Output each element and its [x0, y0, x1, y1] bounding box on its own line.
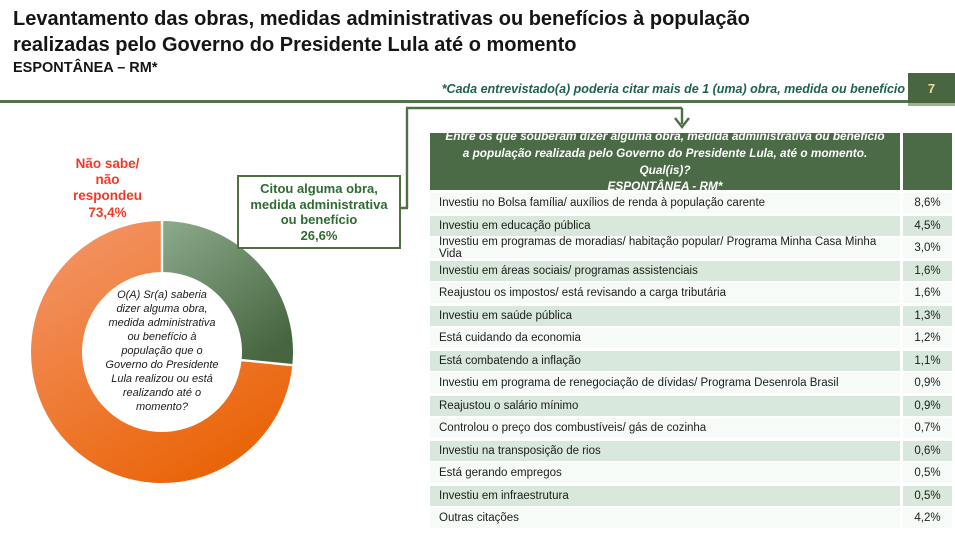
table-row-label: Outras citações [430, 508, 900, 528]
table-row-label: Investiu em educação pública [430, 215, 900, 236]
table-row-value: 1,6% [903, 260, 952, 281]
callout-arrow-connector [396, 106, 690, 210]
table-row-label: Investiu em programa de renegociação de … [430, 373, 900, 393]
no-answer-label: Não sabe/ não respondeu 73,4% [72, 156, 142, 220]
donut-chart [31, 219, 294, 483]
table-row-value: 0,9% [903, 395, 952, 416]
table-row-label: Investiu na transposição de rios [430, 440, 900, 461]
table-row: Outras citações 4,2% [430, 508, 952, 528]
table-row-value: 0,7% [903, 418, 952, 438]
table-row: Investiu em infraestrutura 0,5% [430, 485, 952, 506]
table-row: Reajustou o salário mínimo 0,9% [430, 395, 952, 416]
page-number-badge: 7 [908, 73, 955, 103]
table-row-value: 4,5% [903, 215, 952, 236]
table-row-value: 0,5% [903, 485, 952, 506]
table-row: Investiu no Bolsa família/ auxílios de r… [430, 193, 952, 213]
table-row-label: Controlou o preço dos combustíveis/ gás … [430, 418, 900, 438]
table-row: Investiu em educação pública 4,5% [430, 215, 952, 236]
table-row: Está cuidando da economia 1,2% [430, 328, 952, 348]
table-row-value: 0,5% [903, 463, 952, 483]
table-row-value: 8,6% [903, 193, 952, 213]
header-divider-light [908, 103, 955, 106]
donut-center-question: O(A) Sr(a) saberia dizer alguma obra, me… [105, 289, 219, 413]
table-header-title: Entre os que souberam dizer alguma obra,… [430, 129, 900, 193]
table-row-value: 1,1% [903, 350, 952, 371]
table-header: Entre os que souberam dizer alguma obra,… [430, 129, 952, 193]
table-row-value: 3,0% [903, 238, 952, 258]
table-row-label: Investiu em áreas sociais/ programas ass… [430, 260, 900, 281]
table-row-value: 0,6% [903, 440, 952, 461]
table-row-label: Investiu em saúde pública [430, 305, 900, 326]
donut-slice-no-answer [31, 221, 293, 483]
table-row: Controlou o preço dos combustíveis/ gás … [430, 418, 952, 438]
footnote: *Cada entrevistado(a) poderia citar mais… [441, 82, 905, 96]
table-row: Investiu em saúde pública 1,3% [430, 305, 952, 326]
table-row-label: Investiu em infraestrutura [430, 485, 900, 506]
page-subtitle: ESPONTÂNEA – RM* [13, 60, 158, 76]
arrow-down-icon [674, 117, 690, 129]
table-row: Está gerando empregos 0,5% [430, 463, 952, 483]
table-row: Investiu na transposição de rios 0,6% [430, 440, 952, 461]
donut-slice-cited [162, 221, 294, 366]
table-row-value: 1,6% [903, 283, 952, 303]
table-row-label: Está gerando empregos [430, 463, 900, 483]
connector-line [396, 106, 684, 210]
table-row-value: 1,2% [903, 328, 952, 348]
page-title-line1: Levantamento das obras, medidas administ… [13, 8, 750, 30]
table-row: Está combatendo a inflação 1,1% [430, 350, 952, 371]
header-divider [0, 100, 908, 103]
table-row-label: Está combatendo a inflação [430, 350, 900, 371]
table-row-label: Está cuidando da economia [430, 328, 900, 348]
slice-separator [239, 358, 294, 367]
page-title-line2: realizadas pelo Governo do Presidente Lu… [13, 34, 577, 56]
citations-table: Entre os que souberam dizer alguma obra,… [430, 129, 952, 531]
table-row-label: Reajustou o salário mínimo [430, 395, 900, 416]
table-row-label: Reajustou os impostos/ está revisando a … [430, 283, 900, 303]
table-row: Investiu em programa de renegociação de … [430, 373, 952, 393]
cited-callout-box: Citou alguma obra, medida administrativa… [237, 175, 401, 250]
table-header-value-cell [903, 133, 952, 190]
table-row-label: Investiu em programas de moradias/ habit… [430, 236, 900, 260]
table-row-value: 1,3% [903, 305, 952, 326]
table-row: Reajustou os impostos/ está revisando a … [430, 283, 952, 303]
table-row-label: Investiu no Bolsa família/ auxílios de r… [430, 193, 900, 213]
page-title: Levantamento das obras, medidas administ… [13, 6, 893, 58]
table-row: Investiu em áreas sociais/ programas ass… [430, 260, 952, 281]
table-row: Investiu em programas de moradias/ habit… [430, 236, 952, 260]
table-row-value: 0,9% [903, 373, 952, 393]
table-row-value: 4,2% [903, 508, 952, 528]
